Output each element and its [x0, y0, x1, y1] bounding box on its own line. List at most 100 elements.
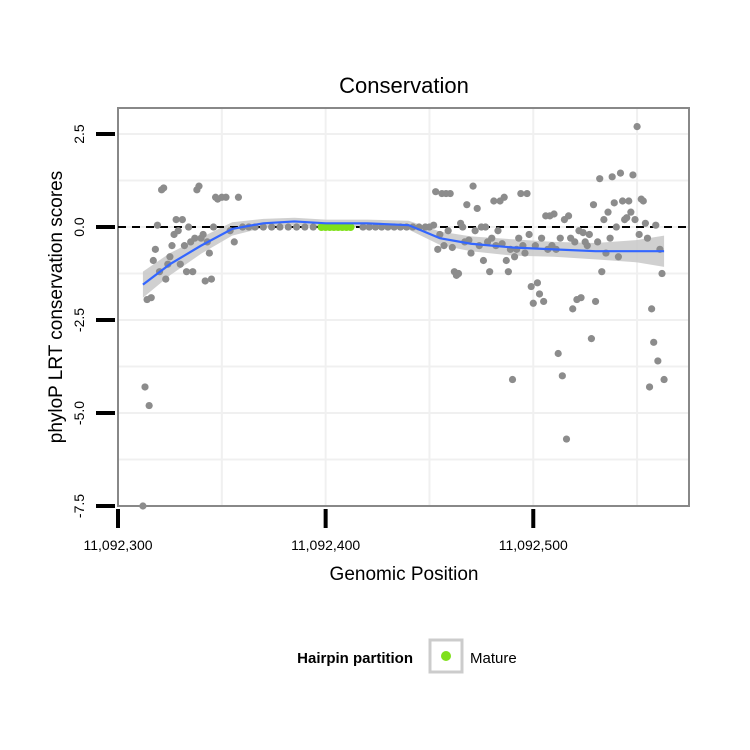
x-axis-label: Genomic Position: [330, 564, 479, 585]
data-point: [527, 282, 535, 291]
data-point: [535, 290, 544, 298]
mature-points: [317, 223, 355, 232]
y-axis: -7.5 -5.0 -2.5 0.0 2.5: [71, 124, 115, 518]
data-point: [448, 243, 456, 252]
legend-key-mature: [441, 651, 451, 661]
data-point: [564, 212, 573, 220]
data-point: [365, 223, 373, 231]
data-point: [554, 349, 562, 358]
data-point: [645, 383, 654, 391]
data-point: [577, 294, 585, 302]
loess-line: [142, 220, 665, 286]
legend-label-mature: Mature: [470, 650, 517, 667]
data-point: [371, 223, 380, 231]
data-point: [284, 223, 292, 231]
data-point: [145, 401, 153, 410]
data-point: [589, 201, 598, 209]
data-point: [459, 223, 467, 231]
data-point: [195, 182, 203, 190]
data-point: [616, 169, 625, 177]
data-point: [618, 197, 627, 205]
x-tick-label: 11,092,400: [291, 537, 360, 553]
data-point: [591, 297, 600, 306]
data-point: [623, 214, 631, 222]
data-point: [587, 335, 596, 343]
smooth-line: [142, 220, 665, 286]
data-point: [579, 229, 587, 237]
data-point: [276, 223, 284, 231]
y-tick-label: -2.5: [71, 308, 87, 332]
data-point: [160, 184, 168, 192]
data-point: [608, 173, 616, 181]
data-point: [222, 193, 230, 201]
data-point: [502, 256, 510, 265]
data-point: [440, 242, 448, 250]
data-point: [612, 223, 620, 231]
data-point: [446, 189, 454, 198]
data-point: [571, 238, 579, 246]
data-point: [174, 227, 182, 235]
data-point: [205, 249, 213, 257]
data-point: [434, 245, 442, 253]
data-point: [556, 234, 564, 242]
data-point: [168, 242, 176, 250]
data-point: [643, 234, 652, 242]
data-point: [184, 223, 193, 231]
data-point: [199, 230, 207, 239]
data-point: [610, 199, 618, 207]
y-tick-label: -7.5: [71, 494, 87, 518]
data-point: [191, 234, 199, 242]
chart-title: Conservation: [339, 73, 469, 98]
data-point: [378, 223, 386, 231]
data-point: [359, 223, 367, 231]
data-point: [481, 223, 490, 231]
data-point: [625, 197, 633, 205]
legend: Hairpin partition Mature: [297, 638, 517, 674]
data-point: [631, 215, 639, 224]
data-point: [490, 197, 498, 205]
data-point: [517, 189, 525, 198]
data-point: [550, 210, 558, 218]
data-point: [430, 221, 438, 229]
data-point: [467, 249, 475, 257]
data-point: [479, 256, 488, 265]
data-point: [301, 223, 309, 231]
y-tick-label: -5.0: [71, 401, 87, 425]
data-point: [627, 208, 635, 216]
data-point: [504, 268, 512, 276]
y-tick-label: 0.0: [71, 217, 87, 237]
data-point: [209, 223, 218, 231]
data-point: [494, 227, 502, 235]
data-point: [151, 245, 159, 253]
data-point: [598, 268, 606, 276]
data-point: [533, 279, 542, 287]
data-point: [648, 305, 656, 313]
data-point: [486, 268, 494, 276]
data-point: [614, 253, 623, 261]
data-point: [650, 338, 658, 346]
data-point: [652, 221, 660, 229]
data-point: [268, 223, 276, 231]
data-point: [639, 197, 647, 205]
data-point: [569, 305, 577, 313]
data-point: [488, 234, 496, 242]
data-point: [604, 208, 612, 216]
data-point: [141, 383, 149, 391]
data-point: [230, 238, 238, 246]
data-point: [147, 294, 155, 302]
data-point: [508, 375, 517, 384]
data-point: [596, 175, 604, 183]
legend-title: Hairpin partition: [297, 650, 413, 667]
data-point: [178, 215, 186, 224]
data-point: [473, 204, 481, 213]
data-point: [635, 230, 643, 239]
data-point: [292, 223, 301, 231]
data-point: [641, 219, 649, 227]
data-point: [454, 269, 463, 278]
data-point: [471, 227, 479, 235]
data-point: [562, 435, 571, 443]
y-tick-label: 2.5: [71, 124, 87, 144]
data-point: [537, 234, 546, 242]
data-point: [654, 357, 662, 365]
